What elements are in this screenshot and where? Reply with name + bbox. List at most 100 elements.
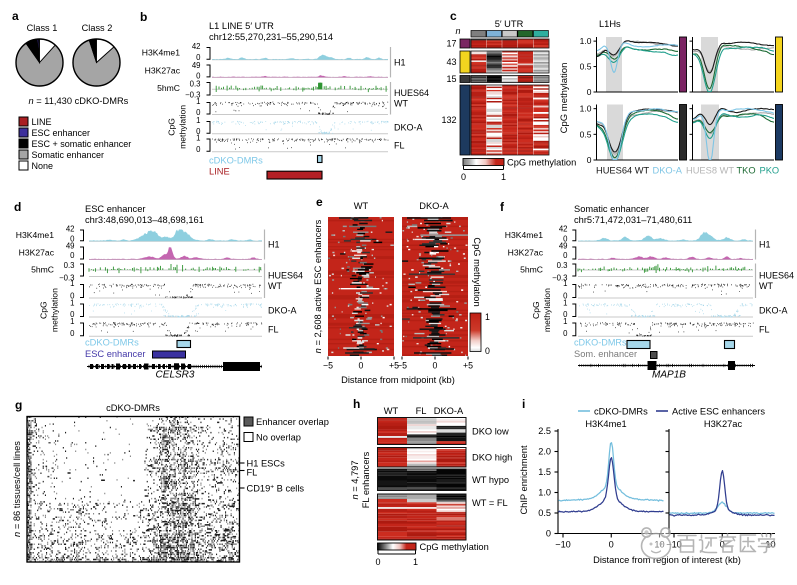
svg-text:CpG: CpG (531, 301, 541, 319)
svg-text:WT: WT (268, 281, 282, 291)
svg-text:H1: H1 (394, 57, 406, 67)
svg-text:FL: FL (759, 325, 770, 335)
svg-text:cDKO-DMRs: cDKO-DMRs (574, 337, 627, 347)
svg-text:e: e (316, 195, 323, 209)
svg-text:c: c (450, 9, 457, 23)
svg-text:chr3:48,690,013–48,698,161: chr3:48,690,013–48,698,161 (85, 215, 204, 225)
svg-text:WT hypo: WT hypo (472, 475, 509, 485)
svg-text:+5: +5 (463, 361, 473, 371)
svg-text:49: 49 (559, 241, 568, 250)
svg-text:chr5:71,472,031–71,480,611: chr5:71,472,031–71,480,611 (574, 215, 692, 225)
svg-text:WT: WT (759, 281, 773, 291)
svg-text:0: 0 (587, 87, 592, 97)
svg-text:MAP1B: MAP1B (652, 370, 686, 381)
svg-text:1: 1 (196, 116, 200, 125)
svg-text:Distance from midpoint (kb): Distance from midpoint (kb) (341, 375, 455, 385)
svg-text:chr12:55,270,231–55,290,514: chr12:55,270,231–55,290,514 (209, 32, 333, 42)
svg-text:0: 0 (70, 235, 75, 244)
svg-text:0: 0 (563, 310, 568, 319)
svg-text:b: b (140, 10, 147, 24)
svg-text:LINE: LINE (32, 117, 52, 127)
svg-text:CD19+ B cells: CD19+ B cells (247, 483, 305, 493)
svg-text:+5: +5 (389, 361, 399, 371)
svg-text:None: None (32, 161, 54, 171)
svg-text:ESC enhancer: ESC enhancer (85, 349, 145, 359)
svg-text:17: 17 (446, 39, 456, 49)
svg-text:DKO-A: DKO-A (394, 123, 423, 133)
svg-text:H3K4me1: H3K4me1 (505, 230, 543, 240)
svg-text:L1Hs: L1Hs (599, 19, 621, 29)
svg-text:HUES8 WT: HUES8 WT (686, 166, 734, 176)
svg-text:Somatic enhancer: Somatic enhancer (32, 150, 105, 160)
svg-text:−0.3: −0.3 (552, 274, 567, 283)
svg-text:WT = FL: WT = FL (472, 498, 508, 508)
svg-text:1: 1 (70, 299, 74, 308)
svg-text:5hmC: 5hmC (520, 265, 543, 275)
svg-text:ESC enhancer: ESC enhancer (32, 128, 91, 138)
svg-text:1: 1 (563, 317, 567, 326)
svg-text:1.0: 1.0 (580, 104, 592, 114)
svg-text:0: 0 (461, 172, 466, 182)
svg-text:Active ESC enhancers: Active ESC enhancers (672, 407, 765, 417)
svg-text:42: 42 (559, 225, 568, 234)
svg-text:0: 0 (196, 72, 201, 81)
svg-text:LINE: LINE (209, 167, 230, 177)
svg-text:0: 0 (70, 251, 75, 260)
svg-text:cDKO-DMRs: cDKO-DMRs (209, 156, 263, 166)
svg-text:HUES64: HUES64 (394, 88, 429, 98)
svg-text:PKO: PKO (760, 166, 780, 176)
svg-text:ChIP enrichment: ChIP enrichment (519, 445, 529, 514)
svg-text:1.0: 1.0 (538, 488, 551, 498)
svg-text:0: 0 (563, 251, 568, 260)
svg-text:DKO low: DKO low (472, 427, 509, 437)
svg-text:−0.3: −0.3 (185, 91, 200, 100)
svg-text:Enhancer overlap: Enhancer overlap (256, 417, 329, 427)
svg-text:a: a (12, 9, 19, 23)
svg-text:ESC enhancer: ESC enhancer (85, 204, 145, 214)
svg-text:0: 0 (433, 361, 438, 371)
svg-text:0: 0 (196, 145, 201, 154)
svg-text:WT: WT (384, 406, 399, 416)
svg-text:L1 LINE 5′ UTR: L1 LINE 5′ UTR (209, 21, 274, 31)
svg-text:2.0: 2.0 (538, 447, 551, 457)
svg-text:FL enhancers: FL enhancers (361, 451, 371, 508)
svg-text:15: 15 (446, 74, 456, 84)
svg-text:0: 0 (563, 329, 568, 338)
svg-text:0: 0 (196, 53, 201, 62)
svg-text:0: 0 (563, 235, 568, 244)
svg-text:DKO-A: DKO-A (434, 406, 464, 416)
svg-text:DKO-A: DKO-A (759, 305, 788, 315)
svg-text:1: 1 (501, 172, 506, 182)
svg-text:i: i (522, 397, 525, 411)
svg-text:n: n (455, 26, 460, 36)
svg-text:Som. enhancer: Som. enhancer (574, 349, 637, 359)
svg-text:DKO high: DKO high (472, 453, 512, 463)
svg-text:43: 43 (446, 57, 456, 67)
svg-text:HUES64: HUES64 (268, 270, 303, 280)
svg-text:cDKO-DMRs: cDKO-DMRs (594, 407, 648, 417)
svg-text:DKO-A: DKO-A (268, 305, 297, 315)
svg-text:g: g (15, 398, 22, 412)
svg-text:1.0: 1.0 (580, 36, 592, 46)
svg-text:h: h (353, 397, 360, 411)
svg-text:0: 0 (196, 108, 201, 117)
svg-text:5′ UTR: 5′ UTR (495, 19, 524, 29)
svg-text:H3K27ac: H3K27ac (704, 419, 743, 429)
svg-text:42: 42 (66, 225, 75, 234)
svg-text:5hmC: 5hmC (31, 265, 54, 275)
svg-text:Class 2: Class 2 (82, 23, 113, 33)
svg-text:Class 1: Class 1 (27, 23, 58, 33)
svg-text:0: 0 (70, 329, 75, 338)
svg-text:0: 0 (587, 155, 592, 165)
svg-text:FL: FL (268, 325, 279, 335)
svg-text:DKO-A: DKO-A (419, 201, 449, 211)
svg-text:49: 49 (192, 61, 201, 70)
svg-text:132: 132 (441, 115, 456, 125)
svg-text:methylation: methylation (178, 105, 188, 149)
svg-text:1: 1 (563, 299, 567, 308)
svg-text:H1: H1 (268, 240, 280, 250)
svg-text:n = 4,797: n = 4,797 (350, 460, 360, 499)
svg-text:1: 1 (196, 134, 200, 143)
svg-text:H1: H1 (759, 240, 771, 250)
svg-text:No overlap: No overlap (256, 433, 301, 443)
